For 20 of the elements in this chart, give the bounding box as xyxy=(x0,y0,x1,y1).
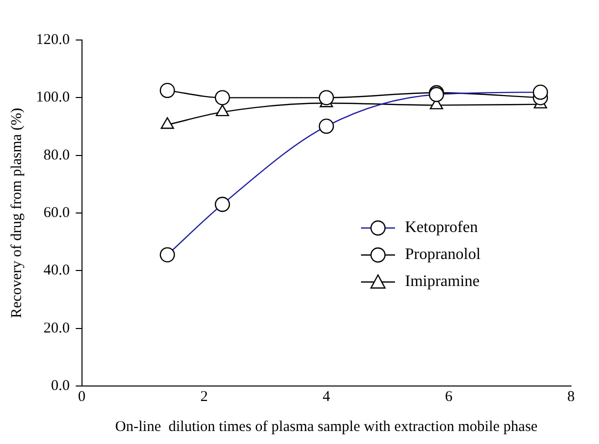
x-tick-label: 6 xyxy=(444,388,453,405)
y-tick-label: 20.0 xyxy=(44,320,70,336)
x-axis-title: On-line dilution times of plasma sample with extraction mobile phase xyxy=(115,418,538,435)
y-tick-label: 40.0 xyxy=(44,262,70,279)
legend-label: Propranolol xyxy=(405,246,482,264)
y-tick-label: 120.0 xyxy=(36,32,70,48)
y-tick-label: 0.0 xyxy=(51,378,70,394)
x-tick-label: 8 xyxy=(567,388,575,405)
legend-label: Ketoprofen xyxy=(405,219,478,236)
y-tick-label: 80.0 xyxy=(44,147,70,164)
x-tick-label: 4 xyxy=(322,388,331,405)
y-axis-title: Recovery of drug from plasma (%) xyxy=(8,108,25,318)
x-tick-label: 0 xyxy=(78,388,86,405)
point xyxy=(214,90,230,106)
point xyxy=(318,90,334,106)
y-tick-label: 60.0 xyxy=(44,204,70,221)
point xyxy=(160,82,175,98)
legend-label: Imipramine xyxy=(405,273,480,290)
x-tick-label: 2 xyxy=(200,388,208,405)
y-tick-label: 100.0 xyxy=(36,90,70,106)
